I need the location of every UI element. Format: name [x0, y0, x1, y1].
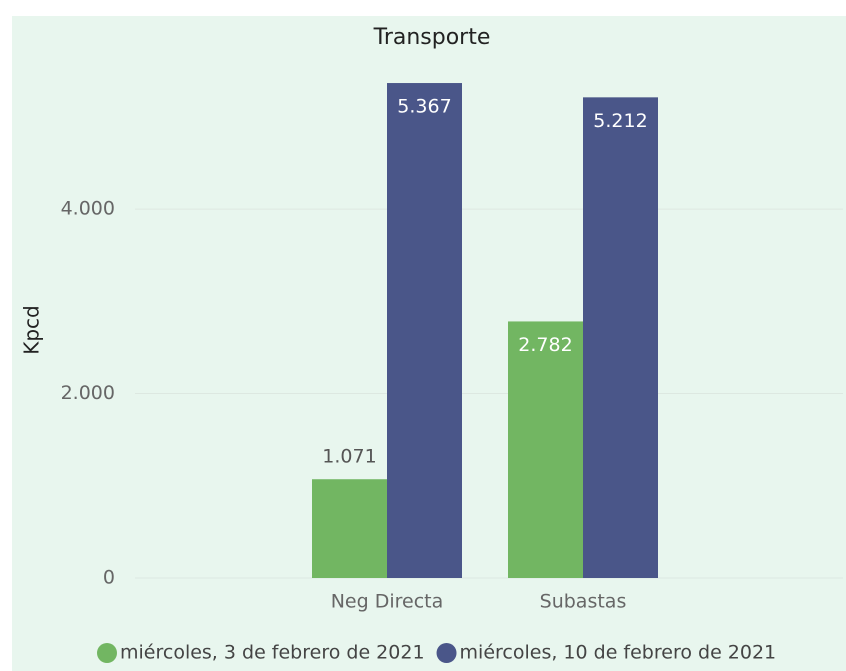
bar: [508, 321, 583, 578]
bar: [312, 479, 387, 578]
legend-marker: [97, 643, 117, 663]
x-tick-label: Subastas: [540, 591, 627, 613]
legend-label: miércoles, 3 de febrero de 2021: [120, 642, 425, 664]
data-label: 2.782: [518, 334, 572, 356]
y-tick-label: 0: [103, 567, 115, 589]
y-tick-label: 4.000: [61, 198, 115, 220]
data-label: 1.071: [322, 446, 376, 468]
bar: [583, 97, 658, 579]
bar: [387, 83, 462, 578]
legend-label: miércoles, 10 de febrero de 2021: [460, 642, 777, 664]
chart-title: Transporte: [373, 25, 491, 50]
legend-marker: [436, 643, 457, 663]
data-label: 5.367: [397, 96, 451, 118]
y-tick-label: 2.000: [61, 382, 115, 404]
data-label: 5.212: [593, 110, 647, 132]
y-axis-label: Kpcd: [20, 305, 44, 355]
x-tick-label: Neg Directa: [331, 591, 444, 613]
